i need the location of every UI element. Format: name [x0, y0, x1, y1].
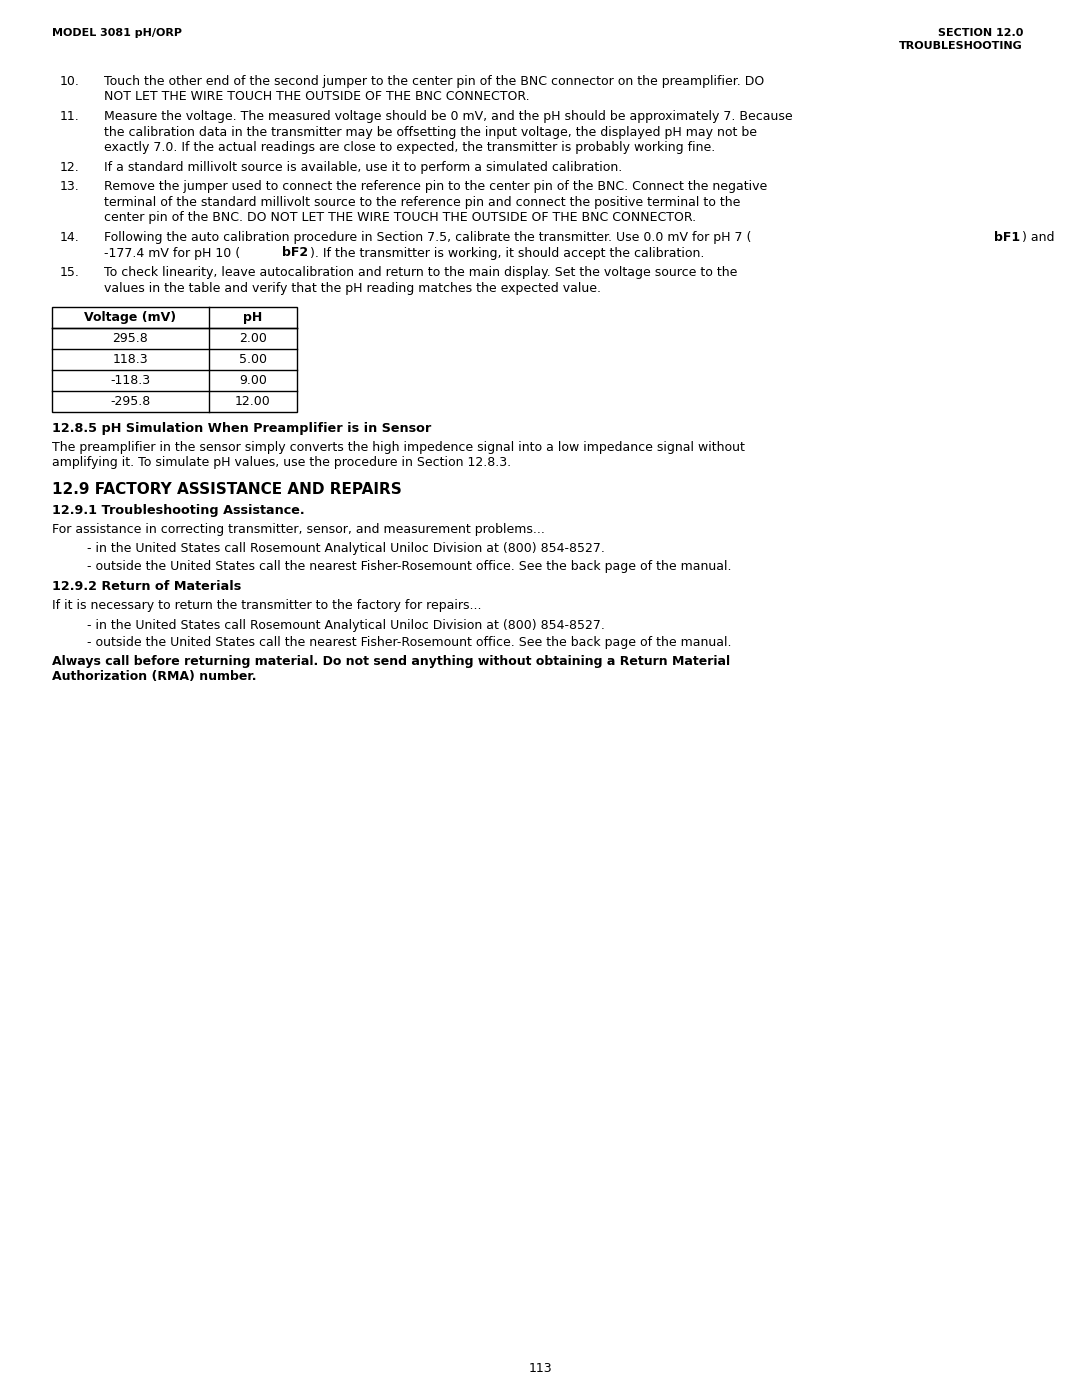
- Text: 12.8.5 pH Simulation When Preamplifier is in Sensor: 12.8.5 pH Simulation When Preamplifier i…: [52, 422, 431, 436]
- Text: 12.9.1 Troubleshooting Assistance.: 12.9.1 Troubleshooting Assistance.: [52, 504, 305, 517]
- Text: the calibration data in the transmitter may be offsetting the input voltage, the: the calibration data in the transmitter …: [104, 126, 757, 138]
- Text: 5.00: 5.00: [239, 353, 267, 366]
- Text: - outside the United States call the nearest Fisher-Rosemount office. See the ba: - outside the United States call the nea…: [87, 560, 731, 573]
- Text: Remove the jumper used to connect the reference pin to the center pin of the BNC: Remove the jumper used to connect the re…: [104, 180, 767, 193]
- Text: -118.3: -118.3: [110, 374, 150, 387]
- Text: To check linearity, leave autocalibration and return to the main display. Set th: To check linearity, leave autocalibratio…: [104, 265, 738, 279]
- Text: pH: pH: [243, 312, 262, 324]
- Text: ). If the transmitter is working, it should accept the calibration.: ). If the transmitter is working, it sho…: [310, 246, 704, 260]
- Text: If it is necessary to return the transmitter to the factory for repairs...: If it is necessary to return the transmi…: [52, 599, 482, 612]
- Text: If a standard millivolt source is available, use it to perform a simulated calib: If a standard millivolt source is availa…: [104, 161, 622, 173]
- Text: 113: 113: [528, 1362, 552, 1375]
- Text: TROUBLESHOOTING: TROUBLESHOOTING: [900, 41, 1023, 52]
- Text: - outside the United States call the nearest Fisher-Rosemount office. See the ba: - outside the United States call the nea…: [87, 637, 731, 650]
- Text: 118.3: 118.3: [112, 353, 148, 366]
- Text: amplifying it. To simulate pH values, use the procedure in Section 12.8.3.: amplifying it. To simulate pH values, us…: [52, 457, 511, 469]
- Text: 9.00: 9.00: [239, 374, 267, 387]
- Text: bF1: bF1: [994, 231, 1020, 244]
- Text: 12.: 12.: [60, 161, 80, 173]
- Text: 13.: 13.: [60, 180, 80, 193]
- Text: center pin of the BNC. DO NOT LET THE WIRE TOUCH THE OUTSIDE OF THE BNC CONNECTO: center pin of the BNC. DO NOT LET THE WI…: [104, 211, 697, 225]
- Bar: [52, 307, 297, 412]
- Text: Measure the voltage. The measured voltage should be 0 mV, and the pH should be a: Measure the voltage. The measured voltag…: [104, 110, 793, 123]
- Text: - in the United States call Rosemount Analytical Uniloc Division at (800) 854-85: - in the United States call Rosemount An…: [87, 542, 605, 556]
- Text: Following the auto calibration procedure in Section 7.5, calibrate the transmitt: Following the auto calibration procedure…: [104, 231, 752, 244]
- Text: 10.: 10.: [60, 75, 80, 88]
- Text: Authorization (RMA) number.: Authorization (RMA) number.: [52, 671, 257, 683]
- Text: 2.00: 2.00: [239, 332, 267, 345]
- Text: 11.: 11.: [60, 110, 80, 123]
- Text: ) and: ) and: [1022, 231, 1054, 244]
- Text: 12.9 FACTORY ASSISTANCE AND REPAIRS: 12.9 FACTORY ASSISTANCE AND REPAIRS: [52, 482, 402, 497]
- Text: 12.9.2 Return of Materials: 12.9.2 Return of Materials: [52, 580, 241, 594]
- Text: terminal of the standard millivolt source to the reference pin and connect the p: terminal of the standard millivolt sourc…: [104, 196, 741, 210]
- Text: Voltage (mV): Voltage (mV): [84, 312, 176, 324]
- Text: -177.4 mV for pH 10 (: -177.4 mV for pH 10 (: [104, 246, 240, 260]
- Text: 12.00: 12.00: [235, 395, 271, 408]
- Text: exactly 7.0. If the actual readings are close to expected, the transmitter is pr: exactly 7.0. If the actual readings are …: [104, 141, 715, 154]
- Text: SECTION 12.0: SECTION 12.0: [937, 28, 1023, 38]
- Text: - in the United States call Rosemount Analytical Uniloc Division at (800) 854-85: - in the United States call Rosemount An…: [87, 619, 605, 631]
- Text: values in the table and verify that the pH reading matches the expected value.: values in the table and verify that the …: [104, 282, 600, 295]
- Text: -295.8: -295.8: [110, 395, 150, 408]
- Text: For assistance in correcting transmitter, sensor, and measurement problems...: For assistance in correcting transmitter…: [52, 522, 545, 536]
- Text: bF2: bF2: [282, 246, 308, 260]
- Text: 295.8: 295.8: [112, 332, 148, 345]
- Text: The preamplifier in the sensor simply converts the high impedence signal into a : The preamplifier in the sensor simply co…: [52, 441, 745, 454]
- Text: NOT LET THE WIRE TOUCH THE OUTSIDE OF THE BNC CONNECTOR.: NOT LET THE WIRE TOUCH THE OUTSIDE OF TH…: [104, 91, 529, 103]
- Text: 14.: 14.: [60, 231, 80, 244]
- Text: Touch the other end of the second jumper to the center pin of the BNC connector : Touch the other end of the second jumper…: [104, 75, 765, 88]
- Text: 15.: 15.: [60, 265, 80, 279]
- Text: MODEL 3081 pH/ORP: MODEL 3081 pH/ORP: [52, 28, 183, 38]
- Text: Always call before returning material. Do not send anything without obtaining a : Always call before returning material. D…: [52, 655, 730, 668]
